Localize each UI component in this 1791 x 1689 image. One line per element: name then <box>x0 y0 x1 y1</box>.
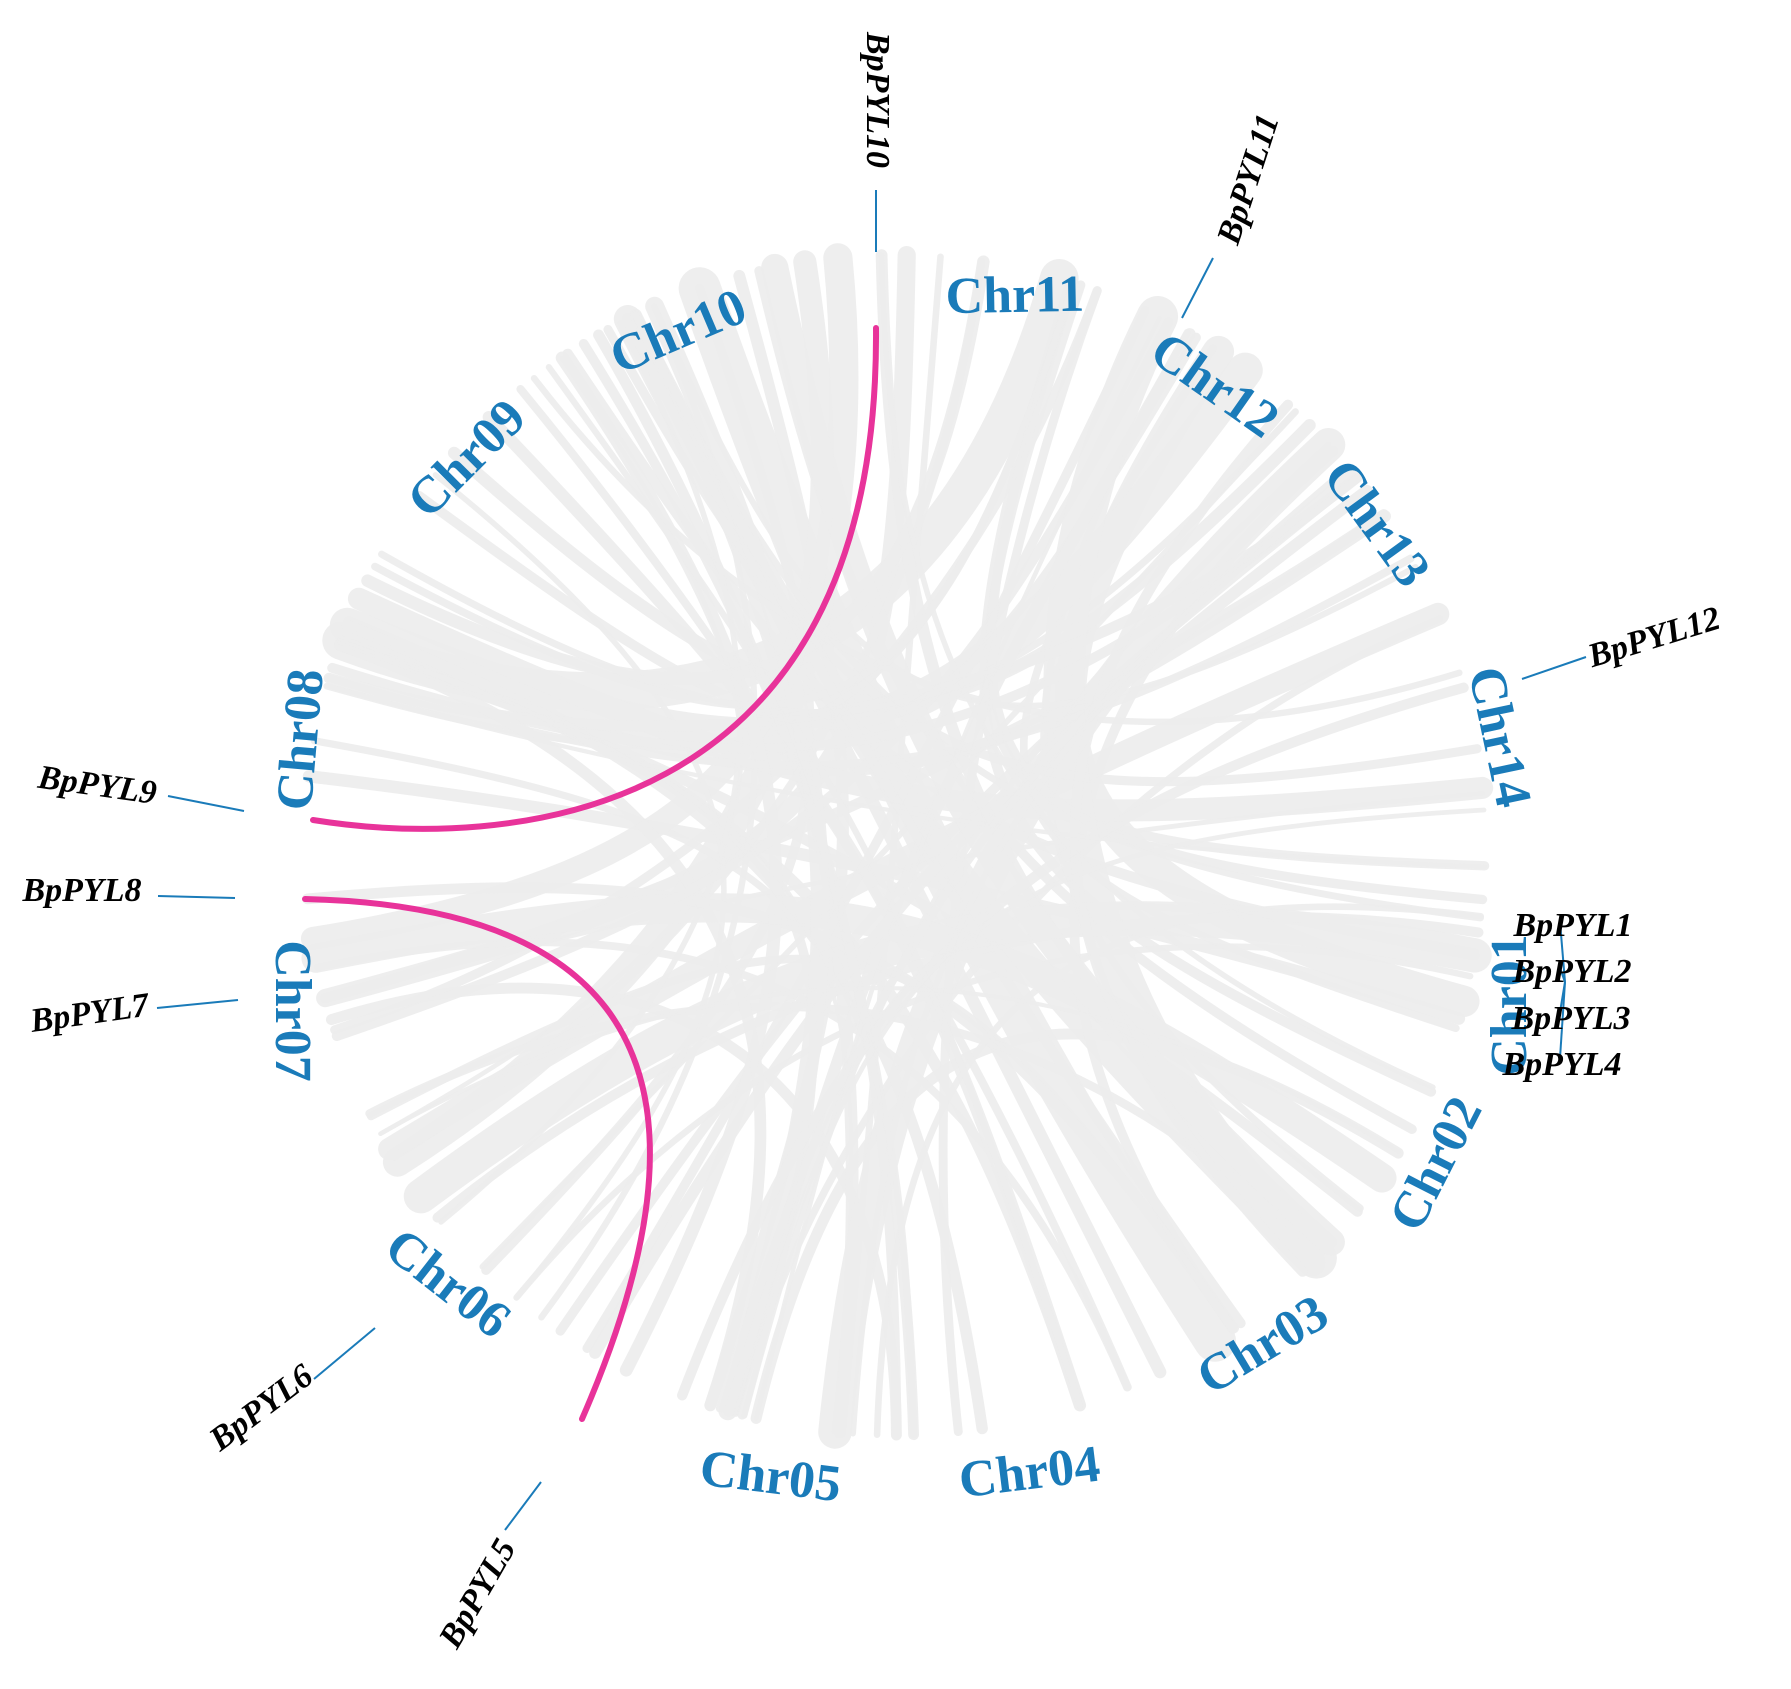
synteny-link <box>1069 399 1308 1277</box>
chromosome-label-chr08: Chr08 <box>266 667 335 813</box>
leader-line-bppyl6 <box>313 1327 376 1380</box>
gene-label-bppyl8: BpPYL8 <box>22 872 142 909</box>
synteny-link <box>603 324 1482 787</box>
gene-label-bppyl7: BpPYL7 <box>27 986 153 1040</box>
gene-label-bppyl5: BpPYL5 <box>431 1533 523 1655</box>
synteny-link <box>582 305 1150 1353</box>
gene-label-bppyl3: BpPYL3 <box>1511 1000 1631 1037</box>
gene-label-bppyl1: BpPYL1 <box>1513 907 1633 944</box>
synteny-link <box>878 252 1436 1091</box>
chromosome-label-chr05: Chr05 <box>697 1440 844 1514</box>
synteny-link <box>715 467 1357 1413</box>
synteny-link <box>589 484 1373 1359</box>
chromosome-label-chr02: Chr02 <box>1378 1088 1493 1240</box>
synteny-link <box>818 428 1346 1449</box>
synteny-link <box>371 279 1078 710</box>
synteny-links <box>300 243 1494 1449</box>
gene-leader-lines <box>156 190 1587 1531</box>
gene-label-bppyl9: BpPYL9 <box>35 759 159 812</box>
leader-line-bppyl7 <box>156 999 239 1009</box>
gene-label-bppyl2: BpPYL2 <box>1512 953 1632 990</box>
leader-line-bppyl5 <box>504 1481 542 1531</box>
synteny-link <box>645 296 830 1421</box>
chromosome-label-chr07: Chr07 <box>264 940 321 1082</box>
synteny-link <box>555 351 783 1377</box>
gene-label-bppyl12: BpPYL12 <box>1583 600 1725 675</box>
synteny-link <box>938 286 1102 1437</box>
leader-line-bppyl11 <box>1181 257 1214 319</box>
synteny-link <box>545 364 1084 1409</box>
gene-label-bppyl10: BpPYL10 <box>859 31 896 168</box>
gene-label-bppyl11: BpPYL11 <box>1210 110 1287 250</box>
synteny-link <box>761 253 1345 1256</box>
chromosome-label-chr06: Chr06 <box>374 1217 521 1349</box>
duplication-link-bppyl9-bppyl10 <box>310 325 880 832</box>
synteny-link <box>347 587 1494 822</box>
leader-line-bppyl1 <box>1559 921 1566 983</box>
leader-line-bppyl9 <box>167 795 245 812</box>
duplication-links <box>302 325 880 1422</box>
chromosome-label-chr01: Chr01 <box>1481 934 1538 1076</box>
chromosome-label-chr04: Chr04 <box>956 1436 1103 1510</box>
leader-line-bppyl4 <box>1559 981 1566 1059</box>
synteny-link <box>432 472 727 1301</box>
chromosome-label-chr11: Chr11 <box>945 266 1085 325</box>
leader-line-bppyl2 <box>1559 967 1566 983</box>
gene-label-bppyl4: BpPYL4 <box>1502 1046 1622 1083</box>
duplication-link-bppyl8-bppyl5 <box>302 896 653 1422</box>
synteny-link <box>677 682 1469 1401</box>
leader-line-bppyl8 <box>157 895 236 899</box>
gene-label-bppyl6: BpPYL6 <box>202 1357 320 1459</box>
leader-line-bppyl12 <box>1521 656 1587 680</box>
